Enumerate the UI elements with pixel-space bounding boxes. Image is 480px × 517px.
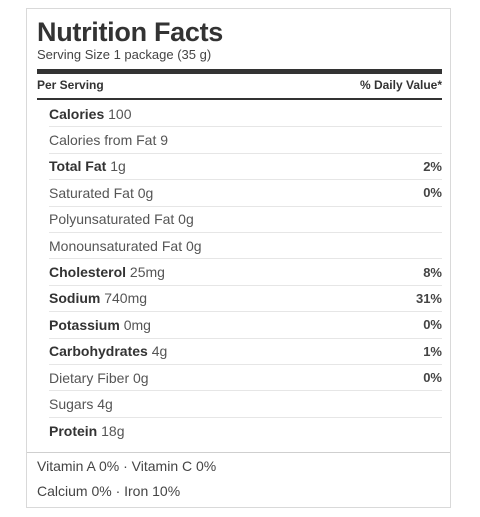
nutrient-name: Calories [49,105,105,122]
nutrient-label: Calories 100 [49,106,132,122]
nutrient-amount: 740mg [104,290,148,307]
nutrient-amount: 100 [108,105,132,122]
nutrient-amount: 1g [110,158,126,175]
daily-value-percent: 1% [423,343,442,359]
daily-value-label: % Daily Value* [359,78,442,92]
per-serving-label: Per Serving [37,78,104,92]
thin-divider [37,98,442,100]
nutrient-row: Dietary Fiber 0g 0% [49,365,442,392]
table-header: Per Serving % Daily Value* [37,77,442,93]
nutrition-title: Nutrition Facts [37,17,224,47]
nutrient-row: Potassium 0mg 0% [49,312,442,339]
daily-value-percent: 31% [415,290,442,306]
nutrient-name: Potassium [49,316,120,333]
vitamins-line: Vitamin A 0% · Vitamin C 0% [37,458,217,474]
nutrient-row: Protein 18g [49,418,442,444]
nutrient-name: Total Fat [49,158,107,175]
nutrient-amount: 0mg [123,316,151,333]
nutrient-list: Calories 100 Calories from Fat 9 Total Fat… [49,101,442,444]
daily-value-percent: 2% [423,158,442,174]
nutrient-row: Total Fat 1g 2% [49,154,442,181]
nutrient-label: Dietary Fiber 0g [49,370,149,386]
nutrient-row: Sodium 740mg 31% [49,286,442,313]
nutrient-amount: 18g [101,422,125,439]
nutrient-label: Total Fat 1g [49,158,126,174]
nutrient-row: Carbohydrates 4g 1% [49,339,442,365]
nutrient-label: Carbohydrates 4g [49,343,167,359]
daily-value-percent: 0% [423,185,442,201]
nutrient-name: Saturated Fat 0g [49,184,154,201]
thick-divider [37,69,442,74]
nutrient-row: Sugars 4g [49,391,442,418]
nutrient-label: Potassium 0mg [49,317,151,333]
nutrient-label: Sugars 4g [49,396,113,412]
nutrient-amount: 25mg [129,264,165,281]
nutrient-row: Polyunsaturated Fat 0g [49,207,442,233]
minerals-line: Calcium 0% · Iron 10% [37,483,181,499]
nutrient-name: Calories from Fat 9 [49,132,169,149]
nutrient-name: Cholesterol [49,264,127,281]
nutrient-row: Monounsaturated Fat 0g [49,233,442,260]
nutrient-name: Dietary Fiber 0g [49,369,149,386]
nutrient-name: Polyunsaturated Fat 0g [49,211,194,228]
nutrient-label: Monounsaturated Fat 0g [49,238,202,254]
nutrient-name: Sodium [49,290,101,307]
nutrient-label: Calories from Fat 9 [49,132,168,148]
nutrient-label: Polyunsaturated Fat 0g [49,211,194,227]
daily-value-percent: 0% [423,317,442,333]
nutrient-label: Cholesterol 25mg [49,264,165,280]
nutrient-row: Calories from Fat 9 [49,127,442,154]
nutrient-name: Carbohydrates [49,343,148,360]
nutrient-label: Saturated Fat 0g [49,185,153,201]
daily-value-percent: 0% [423,370,442,386]
nutrient-name: Sugars 4g [49,395,113,412]
nutrient-label: Protein 18g [49,423,124,439]
daily-value-percent: 8% [423,264,442,280]
nutrient-name: Monounsaturated Fat 0g [49,237,202,254]
nutrient-amount: 4g [151,343,168,360]
nutrition-facts-panel: Nutrition Facts Serving Size 1 package (… [26,8,451,508]
nutrient-row: Saturated Fat 0g 0% [49,180,442,207]
nutrient-row: Cholesterol 25mg 8% [49,259,442,286]
bottom-divider [27,452,450,453]
nutrient-name: Protein [49,422,98,439]
serving-size: Serving Size 1 package (35 g) [37,47,212,62]
nutrient-row: Calories 100 [49,101,442,128]
nutrient-label: Sodium 740mg [49,290,147,306]
